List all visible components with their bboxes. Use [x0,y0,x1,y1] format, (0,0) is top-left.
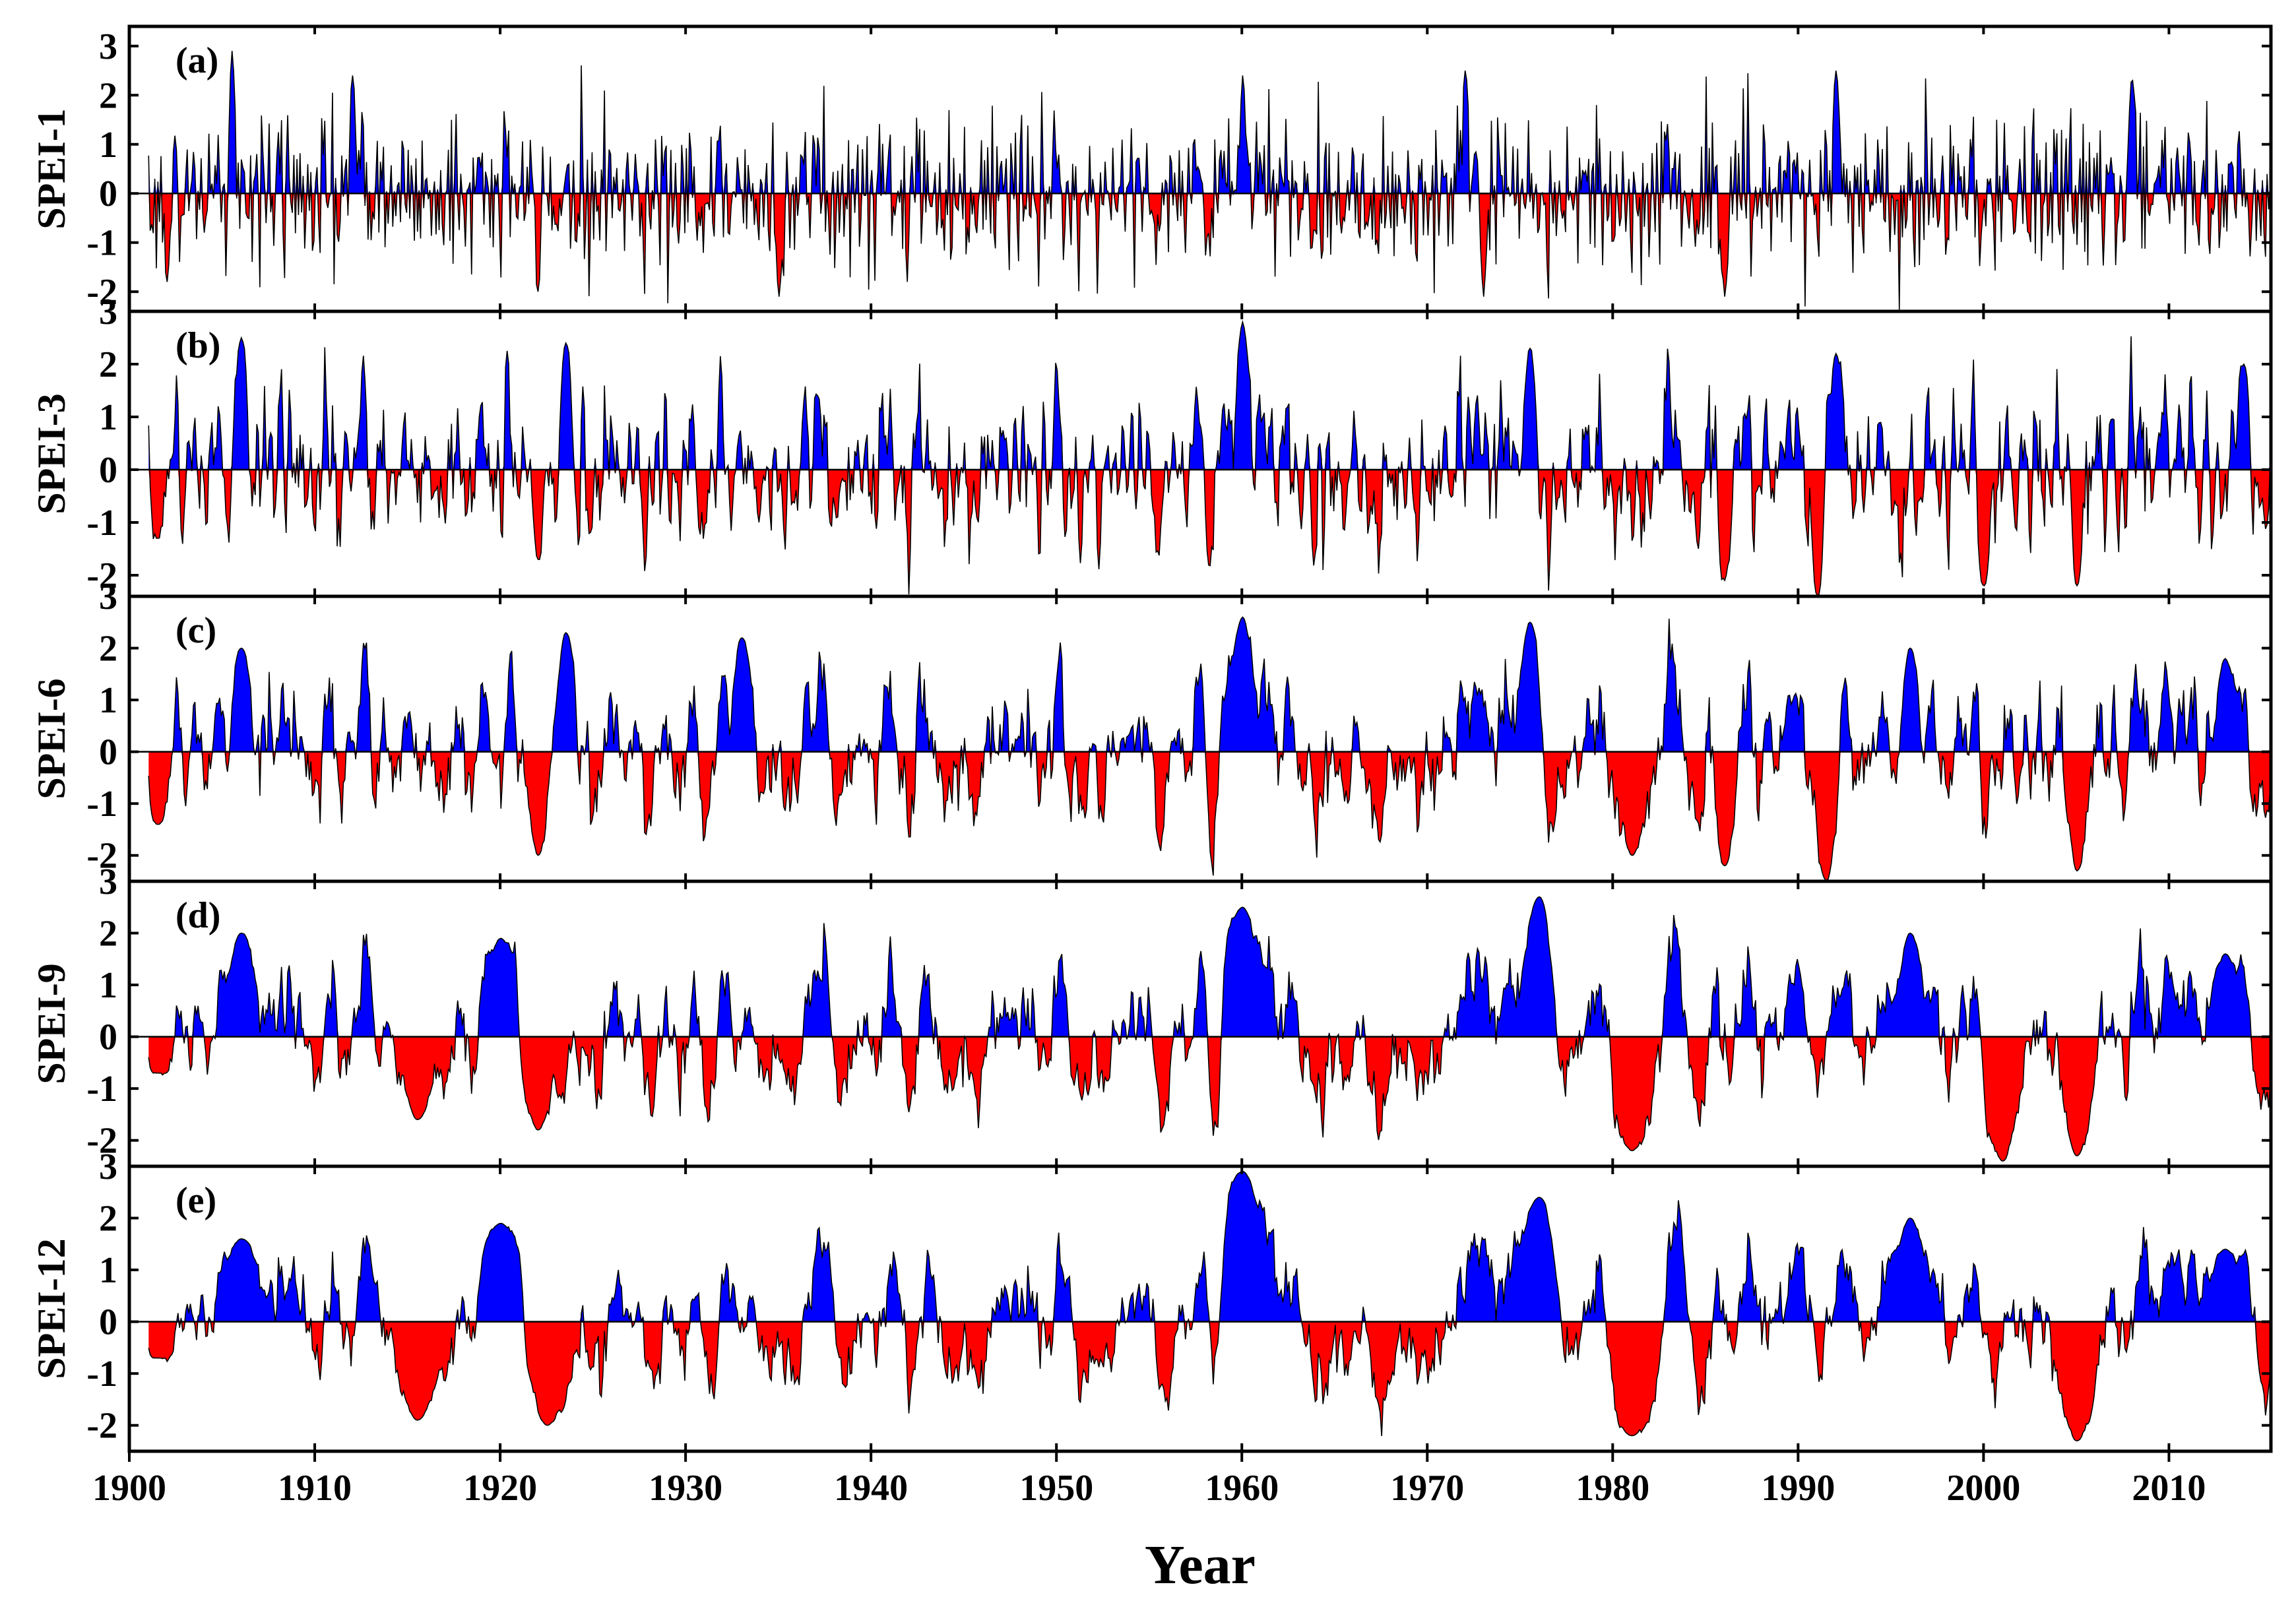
series-negative-area-e [148,1321,2270,1441]
ytick-label-a: 1 [99,125,117,166]
panel-frame-e [127,1164,2273,1453]
series-positive-area-d [148,896,2270,1037]
xtick-label: 1990 [1761,1468,1835,1509]
ytick-label-e: 1 [99,1250,117,1291]
xtick-label: 1960 [1205,1468,1279,1509]
ytick-label-d: 2 [99,914,117,955]
ytick-label-c: -1 [86,784,117,825]
xtick-label: 1940 [834,1468,908,1509]
ytick-label-e: 3 [99,1146,117,1187]
series-positive-area-c [148,617,2270,752]
ytick-label-c: 0 [99,732,117,773]
panel-label-b: (b) [175,325,220,366]
series-negative-area-b [148,470,2270,596]
xtick-label: 1900 [92,1468,166,1509]
ytick-label-e: 2 [99,1199,117,1239]
xtick-label: 1970 [1390,1468,1464,1509]
ytick-label-a: 0 [99,173,117,214]
panel-label-a: (a) [175,40,218,81]
panel-e: -2 -1 0 1 2 3 (e) SPEI-12 [30,1146,2273,1453]
ytick-label-b: 1 [99,397,117,438]
ytick-label-e: -1 [86,1354,117,1395]
ytick-label-b: 3 [99,292,117,332]
ytick-label-d: 0 [99,1017,117,1058]
panel-a: -2 -1 0 1 2 3 (a) SPEI-1 [30,24,2273,313]
xtick-label: 1980 [1576,1468,1649,1509]
series-positive-area-e [148,1171,2270,1322]
x-axis: 1900 1910 1920 1930 1940 1950 1960 1970 1980 1990… [92,1451,2206,1596]
ytick-label-d: 1 [99,965,117,1006]
panel-c: -2 -1 0 1 2 3 (c) SPEI-6 [30,577,2273,883]
ytick-label-c: -2 [86,836,117,877]
series-line-c [148,616,2271,881]
series-line-d [148,896,2271,1162]
ytick-label-e: 0 [99,1302,117,1343]
ytick-label-b: 0 [99,450,117,491]
ytick-label-b: -1 [86,503,117,544]
ytick-label-b: -2 [86,555,117,596]
ytick-label-c: 2 [99,629,117,670]
ytick-label-a: 2 [99,75,117,116]
ylabel-c: SPEI-6 [30,678,73,799]
ylabel-b: SPEI-3 [30,393,73,514]
panel-label-c: (c) [175,610,216,651]
panel-d: -2 -1 0 1 2 3 (d) SPEI-9 [30,862,2273,1168]
ytick-label-d: -2 [86,1121,117,1162]
xtick-label: 1930 [649,1468,722,1509]
panel-label-d: (d) [175,895,220,936]
ytick-label-d: 3 [99,862,117,902]
ytick-label-c: 3 [99,577,117,617]
ylabel-e: SPEI-12 [30,1238,73,1379]
ytick-label-d: -1 [86,1069,117,1110]
xlabel: Year [1145,1534,1256,1596]
ylabel-d: SPEI-9 [30,963,73,1084]
series-line-e [148,1171,2271,1442]
series-negative-area-c [148,751,2270,881]
ytick-label-e: -2 [86,1406,117,1447]
xtick-label: 1920 [463,1468,537,1509]
ytick-label-c: 1 [99,680,117,721]
series-positive-area-b [148,322,2270,470]
ytick-label-b: 2 [99,344,117,385]
ytick-label-a: 3 [99,26,117,67]
series-negative-area-d [148,1036,2270,1162]
series-negative-area-a [148,193,2270,311]
panel-label-e: (e) [175,1180,216,1221]
ytick-label-a: -1 [86,223,117,264]
series-line-a [148,51,2271,311]
panel-b: -2 -1 0 1 2 3 (b) SPEI-3 [30,292,2273,598]
ylabel-a: SPEI-1 [30,108,73,229]
xtick-label: 2010 [2132,1468,2206,1509]
xtick-label: 2000 [1946,1468,2020,1509]
xtick-label: 1950 [1019,1468,1093,1509]
series-line-b [148,319,2271,596]
xtick-label: 1910 [278,1468,352,1509]
ytick-label-a: -2 [86,272,117,313]
